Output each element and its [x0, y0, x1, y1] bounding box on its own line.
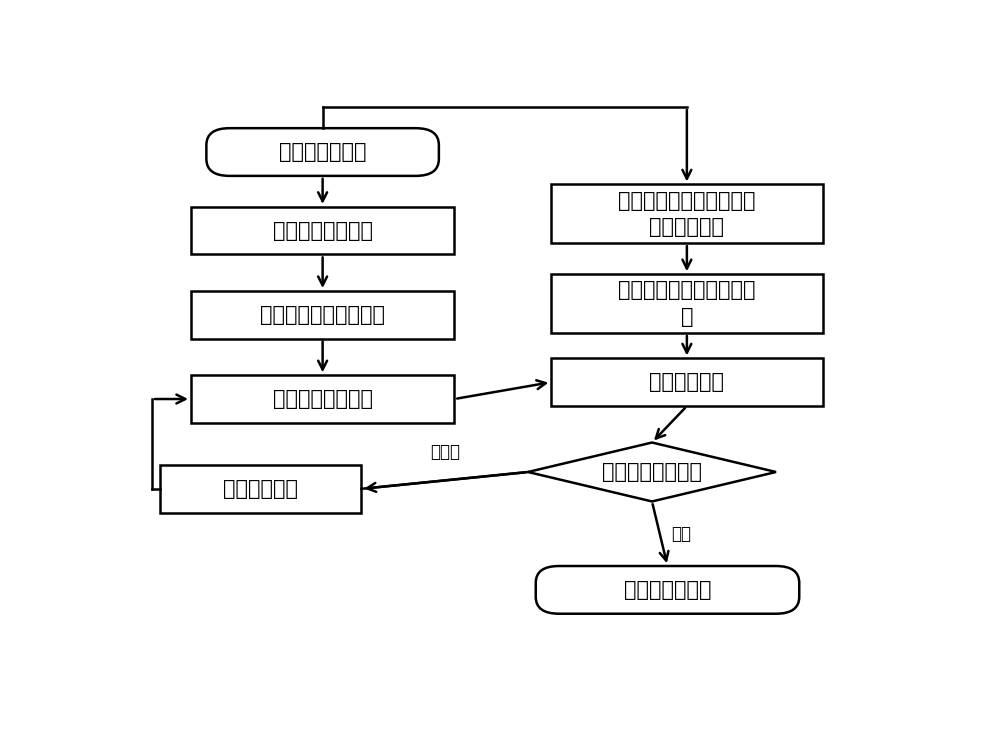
FancyBboxPatch shape: [160, 465, 361, 512]
Polygon shape: [528, 443, 776, 502]
FancyBboxPatch shape: [206, 128, 439, 176]
Text: 结束适应性评估: 结束适应性评估: [624, 580, 711, 600]
Text: 开始适应性评估: 开始适应性评估: [279, 142, 366, 162]
FancyBboxPatch shape: [191, 291, 454, 339]
Text: 修改规划方案: 修改规划方案: [223, 479, 298, 499]
Text: 不具备: 不具备: [430, 443, 460, 461]
FancyBboxPatch shape: [551, 184, 822, 243]
Text: 具备: 具备: [671, 525, 691, 542]
Text: 确定评价区域范围: 确定评价区域范围: [273, 221, 373, 241]
Text: 是否具备适应能力: 是否具备适应能力: [602, 462, 702, 482]
FancyBboxPatch shape: [551, 359, 822, 406]
FancyBboxPatch shape: [191, 375, 454, 423]
Text: 计算规划地区适应性评分
值: 计算规划地区适应性评分 值: [618, 281, 756, 327]
Text: 获取区域电网基础数据: 获取区域电网基础数据: [260, 305, 385, 325]
Text: 计算区域电网各适应性指
标及指标评分: 计算区域电网各适应性指 标及指标评分: [618, 190, 756, 237]
FancyBboxPatch shape: [551, 274, 822, 333]
Text: 规划方案电气计算: 规划方案电气计算: [273, 389, 373, 409]
Text: 输出评价结果: 输出评价结果: [649, 373, 724, 392]
FancyBboxPatch shape: [536, 566, 799, 614]
FancyBboxPatch shape: [191, 207, 454, 254]
